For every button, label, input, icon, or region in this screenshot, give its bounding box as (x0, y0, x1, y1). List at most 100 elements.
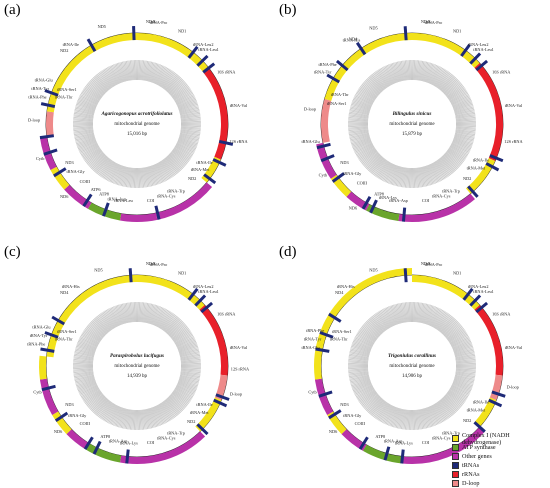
gene-label: tRNA-His (62, 284, 80, 289)
gene-label: tRNA-Val (230, 345, 248, 350)
gene-label: tRNA-Pro (150, 262, 168, 267)
gene-label: tRNA-Ile (473, 158, 489, 163)
legend: Complex I (NADH dehydrogenase) ATP synth… (452, 434, 550, 488)
genome-size: 14,939 bp (127, 374, 148, 379)
gene-label: ND4 (349, 37, 358, 42)
gene-segment-rrna (206, 70, 225, 124)
genome-size: 15,879 bp (402, 132, 423, 137)
gene-label: tRNA-Tyr (31, 86, 49, 91)
gene-segment-complex1 (43, 356, 44, 379)
gene-label: tRNA-His (337, 284, 355, 289)
species-name: Agaricogonopus acrotrifoliolatus (100, 111, 172, 117)
gene-label: ND4 (335, 290, 344, 295)
gene-segment-rrna (477, 307, 499, 375)
gene-label: tRNA-Leu1 (473, 289, 494, 294)
gene-label: tRNA-Val (230, 103, 248, 108)
legend-item-complex1: Complex I (NADH dehydrogenase) (452, 434, 550, 443)
gene-label: D-loop (507, 384, 519, 389)
gene-label: tRNA-Gly (68, 413, 87, 418)
legend-item-trna: tRNAs (452, 461, 550, 470)
trna-marker (405, 26, 406, 40)
trna-marker (402, 450, 403, 464)
gene-segment-rrna (477, 65, 499, 159)
gene-label: ND3 (340, 402, 348, 407)
trna-marker (403, 208, 404, 222)
gene-label: 12S rRNA (231, 367, 250, 372)
gene-segment-other (43, 379, 55, 413)
gene-label: tRNA-Thr (55, 94, 73, 99)
gene-label: ND3 (65, 160, 73, 165)
gene-label: tRNA-Thr (55, 336, 73, 341)
gene-label: tRNA-Asp (109, 439, 128, 444)
gene-label: tRNA-Val (505, 103, 523, 108)
gene-label: tRNA-Met (190, 410, 209, 415)
gene-label: tRNA-Tyr (304, 336, 322, 341)
legend-item-dloop: D-loop (452, 479, 550, 488)
gene-label: tRNA-Met (467, 408, 486, 413)
gene-label: tRNA-Tyr (314, 69, 332, 74)
gene-label: tRNA-Ile (196, 402, 212, 407)
gene-label: ND5 (94, 267, 102, 272)
gene-label: ND1 (178, 270, 186, 275)
legend-label: ATP synthase (462, 444, 496, 451)
gene-label: tRNA-Gly (343, 413, 362, 418)
gene-label: ATP6 (91, 187, 102, 192)
genome-map-c: tRNA-HisND5ND4LtRNA-ProND1tRNA-Leu2tRNA-… (0, 242, 275, 484)
gene-label: ND6 (329, 429, 338, 434)
species-name: Bilingulus sinicus (392, 111, 432, 117)
gene-label: ND2 (187, 419, 195, 424)
legend-label: tRNAs (462, 462, 479, 469)
gene-label: tRNA-Ser1 (57, 329, 77, 334)
gene-label: D-loop (28, 117, 40, 122)
gene-label: 12S rRNA (229, 139, 248, 144)
gene-label: tRNA-Ser1 (332, 329, 352, 334)
gene-label: tRNA-Glu (301, 345, 320, 350)
gene-label: ATP8 (374, 192, 384, 197)
gene-label: tRNA-Tyr (30, 333, 48, 338)
gene-label: Cytb (33, 390, 41, 395)
gene-label: ND1 (453, 28, 461, 33)
gene-label: ATP8 (100, 434, 110, 439)
genome-subtitle: mitochondrial genome (114, 122, 160, 127)
legend-swatch (452, 462, 459, 469)
gene-label: tRNA-Glu (301, 139, 320, 144)
gene-label: tRNA-Phe (28, 94, 46, 99)
genome-size: 14,906 bp (402, 374, 423, 379)
gene-label: ND2 (463, 418, 471, 423)
gene-label: ND2 (60, 48, 68, 53)
gene-segment-complex1 (137, 37, 193, 57)
species-name: Paraspirobolus lucifugus (110, 353, 164, 359)
gene-label: ND6 (54, 429, 63, 434)
legend-swatch (452, 480, 459, 487)
legend-item-rrna: rRNAs (452, 470, 550, 479)
gene-label: tRNA-Cys (157, 435, 176, 440)
gene-label: D-loop (304, 107, 316, 112)
gene-label: tRNA-Pro (425, 262, 443, 267)
gene-label: ND2 (463, 176, 471, 181)
legend-swatch (452, 471, 459, 478)
gene-segment-atp (87, 446, 121, 459)
gene-label: ND6 (349, 205, 358, 210)
gene-label: tRNA-Gly (66, 169, 85, 174)
genome-map-b: tRNA-HisND5ND4LtRNA-ProND1tRNA-Leu2tRNA-… (275, 0, 550, 242)
gene-label: tRNA-Cys (432, 435, 451, 440)
gene-label: tRNA-Glu (35, 77, 54, 82)
gene-label: tRNA-Leu1 (198, 289, 219, 294)
gene-segment-other (69, 432, 87, 446)
genome-subtitle: mitochondrial genome (114, 364, 160, 369)
genome-subtitle: mitochondrial genome (389, 364, 435, 369)
trna-marker (130, 268, 131, 282)
gene-label: COIII (80, 421, 91, 426)
genome-map-a: tRNA-IleND5ND4LtRNA-ProND1tRNA-Leu2tRNA-… (0, 0, 275, 242)
gene-label: tRNA-Leu1 (198, 47, 219, 52)
gene-label: 12S rRNA (504, 139, 523, 144)
gene-label: ND5 (98, 24, 106, 29)
gene-label: ND3 (340, 160, 348, 165)
gene-label: tRNA-Leu1 (473, 47, 494, 52)
gene-label: tRNA-Pro (150, 20, 168, 25)
gene-segment-rrna (202, 307, 224, 375)
gene-segment-dloop (49, 112, 50, 136)
gene-label: COIII (357, 181, 368, 186)
